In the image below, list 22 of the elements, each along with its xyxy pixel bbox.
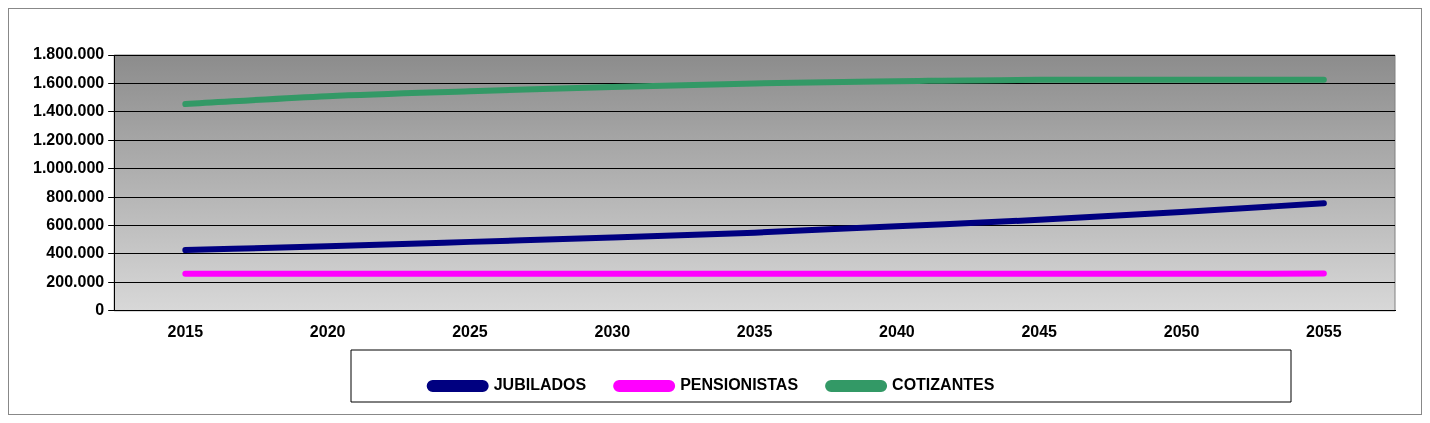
legend-label: PENSIONISTAS [680,376,799,394]
y-tick-label: 400.000 [46,244,105,262]
x-tick-label: 2030 [594,322,631,340]
x-tick-label: 2015 [167,322,204,340]
y-tick-label: 1.600.000 [32,73,105,91]
legend-label: COTIZANTES [892,376,995,394]
x-tick-label: 2050 [1163,322,1200,340]
y-tick-label: 1.400.000 [32,102,105,120]
legend-label: JUBILADOS [493,376,587,394]
y-tick-label: 1.200.000 [32,130,105,148]
y-tick-label: 1.000.000 [32,159,105,177]
y-tick-label: 600.000 [46,215,105,233]
x-tick-label: 2025 [452,322,488,340]
x-tick-label: 2020 [309,322,346,340]
y-tick-label: 800.000 [46,187,105,205]
x-tick-label: 2040 [879,322,915,340]
y-tick-label: 200.000 [46,272,105,290]
y-tick-label: 0 [95,301,105,319]
x-tick-label: 2035 [736,322,773,340]
x-tick-label: 2055 [1306,322,1342,340]
x-tick-label: 2045 [1021,322,1058,340]
y-tick-label: 1.800.000 [32,45,105,63]
